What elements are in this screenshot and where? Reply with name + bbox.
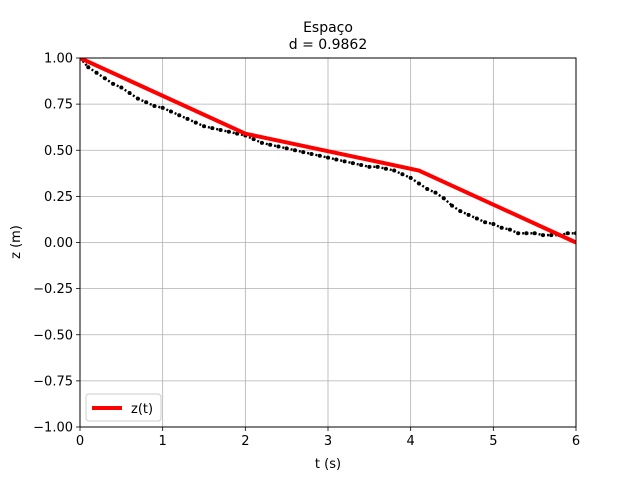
data-point-trail <box>195 121 205 128</box>
data-point-trail <box>294 149 304 154</box>
data-point-trail <box>261 141 271 146</box>
data-point-trail <box>145 101 155 108</box>
chart-subtitle: d = 0.9862 <box>289 37 368 53</box>
y-tick-label: 0.00 <box>44 236 73 251</box>
y-axis: 1.00 0.75 0.50 0.25 0.00 −0.25 −0.50 −0.75 −1.00 <box>33 52 80 436</box>
y-tick-label: 1.00 <box>44 52 73 67</box>
data-point-trail <box>360 163 370 169</box>
data-point-trail <box>476 217 486 224</box>
y-tick-label: −0.75 <box>33 374 73 389</box>
data-point-trail <box>112 82 122 89</box>
data-point-trail <box>319 154 329 159</box>
y-tick-label: −0.25 <box>33 282 73 297</box>
legend-box <box>85 393 162 422</box>
data-point-trail <box>154 104 163 109</box>
data-point-trail <box>212 126 221 132</box>
data-point-trail <box>269 143 279 148</box>
data-point-trail <box>501 226 511 231</box>
data-point-trail <box>186 117 197 124</box>
y-axis-label: z (m) <box>9 225 24 259</box>
data-point-trail <box>509 228 519 235</box>
x-tick-label: 5 <box>489 434 497 449</box>
series-line-z <box>80 58 576 245</box>
data-point-trail <box>468 213 478 220</box>
data-point-trail <box>352 161 362 167</box>
legend-label-z: z(t) <box>131 402 153 417</box>
data-point-trail <box>426 187 436 194</box>
y-tick-label: 0.50 <box>44 144 73 159</box>
x-tick-label: 3 <box>324 434 332 449</box>
x-axis-label: t (s) <box>315 457 341 472</box>
data-point-trail <box>162 106 172 113</box>
data-point-trail <box>203 125 213 130</box>
data-point-trail <box>253 138 263 144</box>
data-point-trail <box>377 165 387 170</box>
data-point-trail <box>278 145 287 150</box>
data-point-trail <box>385 167 395 172</box>
data-point-trail <box>178 114 188 120</box>
y-tick-label: 0.75 <box>44 98 73 113</box>
chart-title: Espaço <box>303 20 353 36</box>
data-point-trail <box>311 152 320 157</box>
data-point-trail <box>492 222 503 229</box>
data-point-trail <box>220 128 230 133</box>
data-point-trail <box>302 150 312 156</box>
data-point-trail <box>484 221 494 226</box>
y-tick-label: −0.50 <box>33 328 73 343</box>
x-tick-label: 4 <box>407 434 415 449</box>
data-point-trail <box>228 130 238 135</box>
legend: z(t) <box>85 393 162 422</box>
data-point-trail <box>236 132 246 137</box>
x-tick-label: 0 <box>76 434 84 449</box>
data-point-trail <box>286 147 296 152</box>
x-axis: 0 1 2 3 4 5 6 <box>76 427 580 449</box>
plot-area: 0 1 2 3 4 5 6 1.00 0.75 0.50 0.25 0.00 −0.25 −0.50 −0… <box>33 52 580 450</box>
data-point-trail <box>244 134 255 141</box>
x-tick-label: 1 <box>159 434 167 449</box>
data-point-trail <box>170 110 180 117</box>
series-layer <box>80 58 576 245</box>
x-tick-label: 2 <box>241 434 249 449</box>
data-point-trail <box>393 169 403 176</box>
data-point-trail <box>327 156 337 161</box>
y-tick-label: 0.25 <box>44 190 73 205</box>
data-point-trail <box>137 97 147 104</box>
y-tick-label: −1.00 <box>33 421 73 436</box>
data-point-trail <box>459 210 470 216</box>
data-point-trail <box>534 232 544 237</box>
data-point-trail <box>344 160 354 165</box>
data-point-trail <box>336 158 345 163</box>
x-tick-label: 6 <box>572 434 580 449</box>
data-point-trail <box>401 173 412 180</box>
